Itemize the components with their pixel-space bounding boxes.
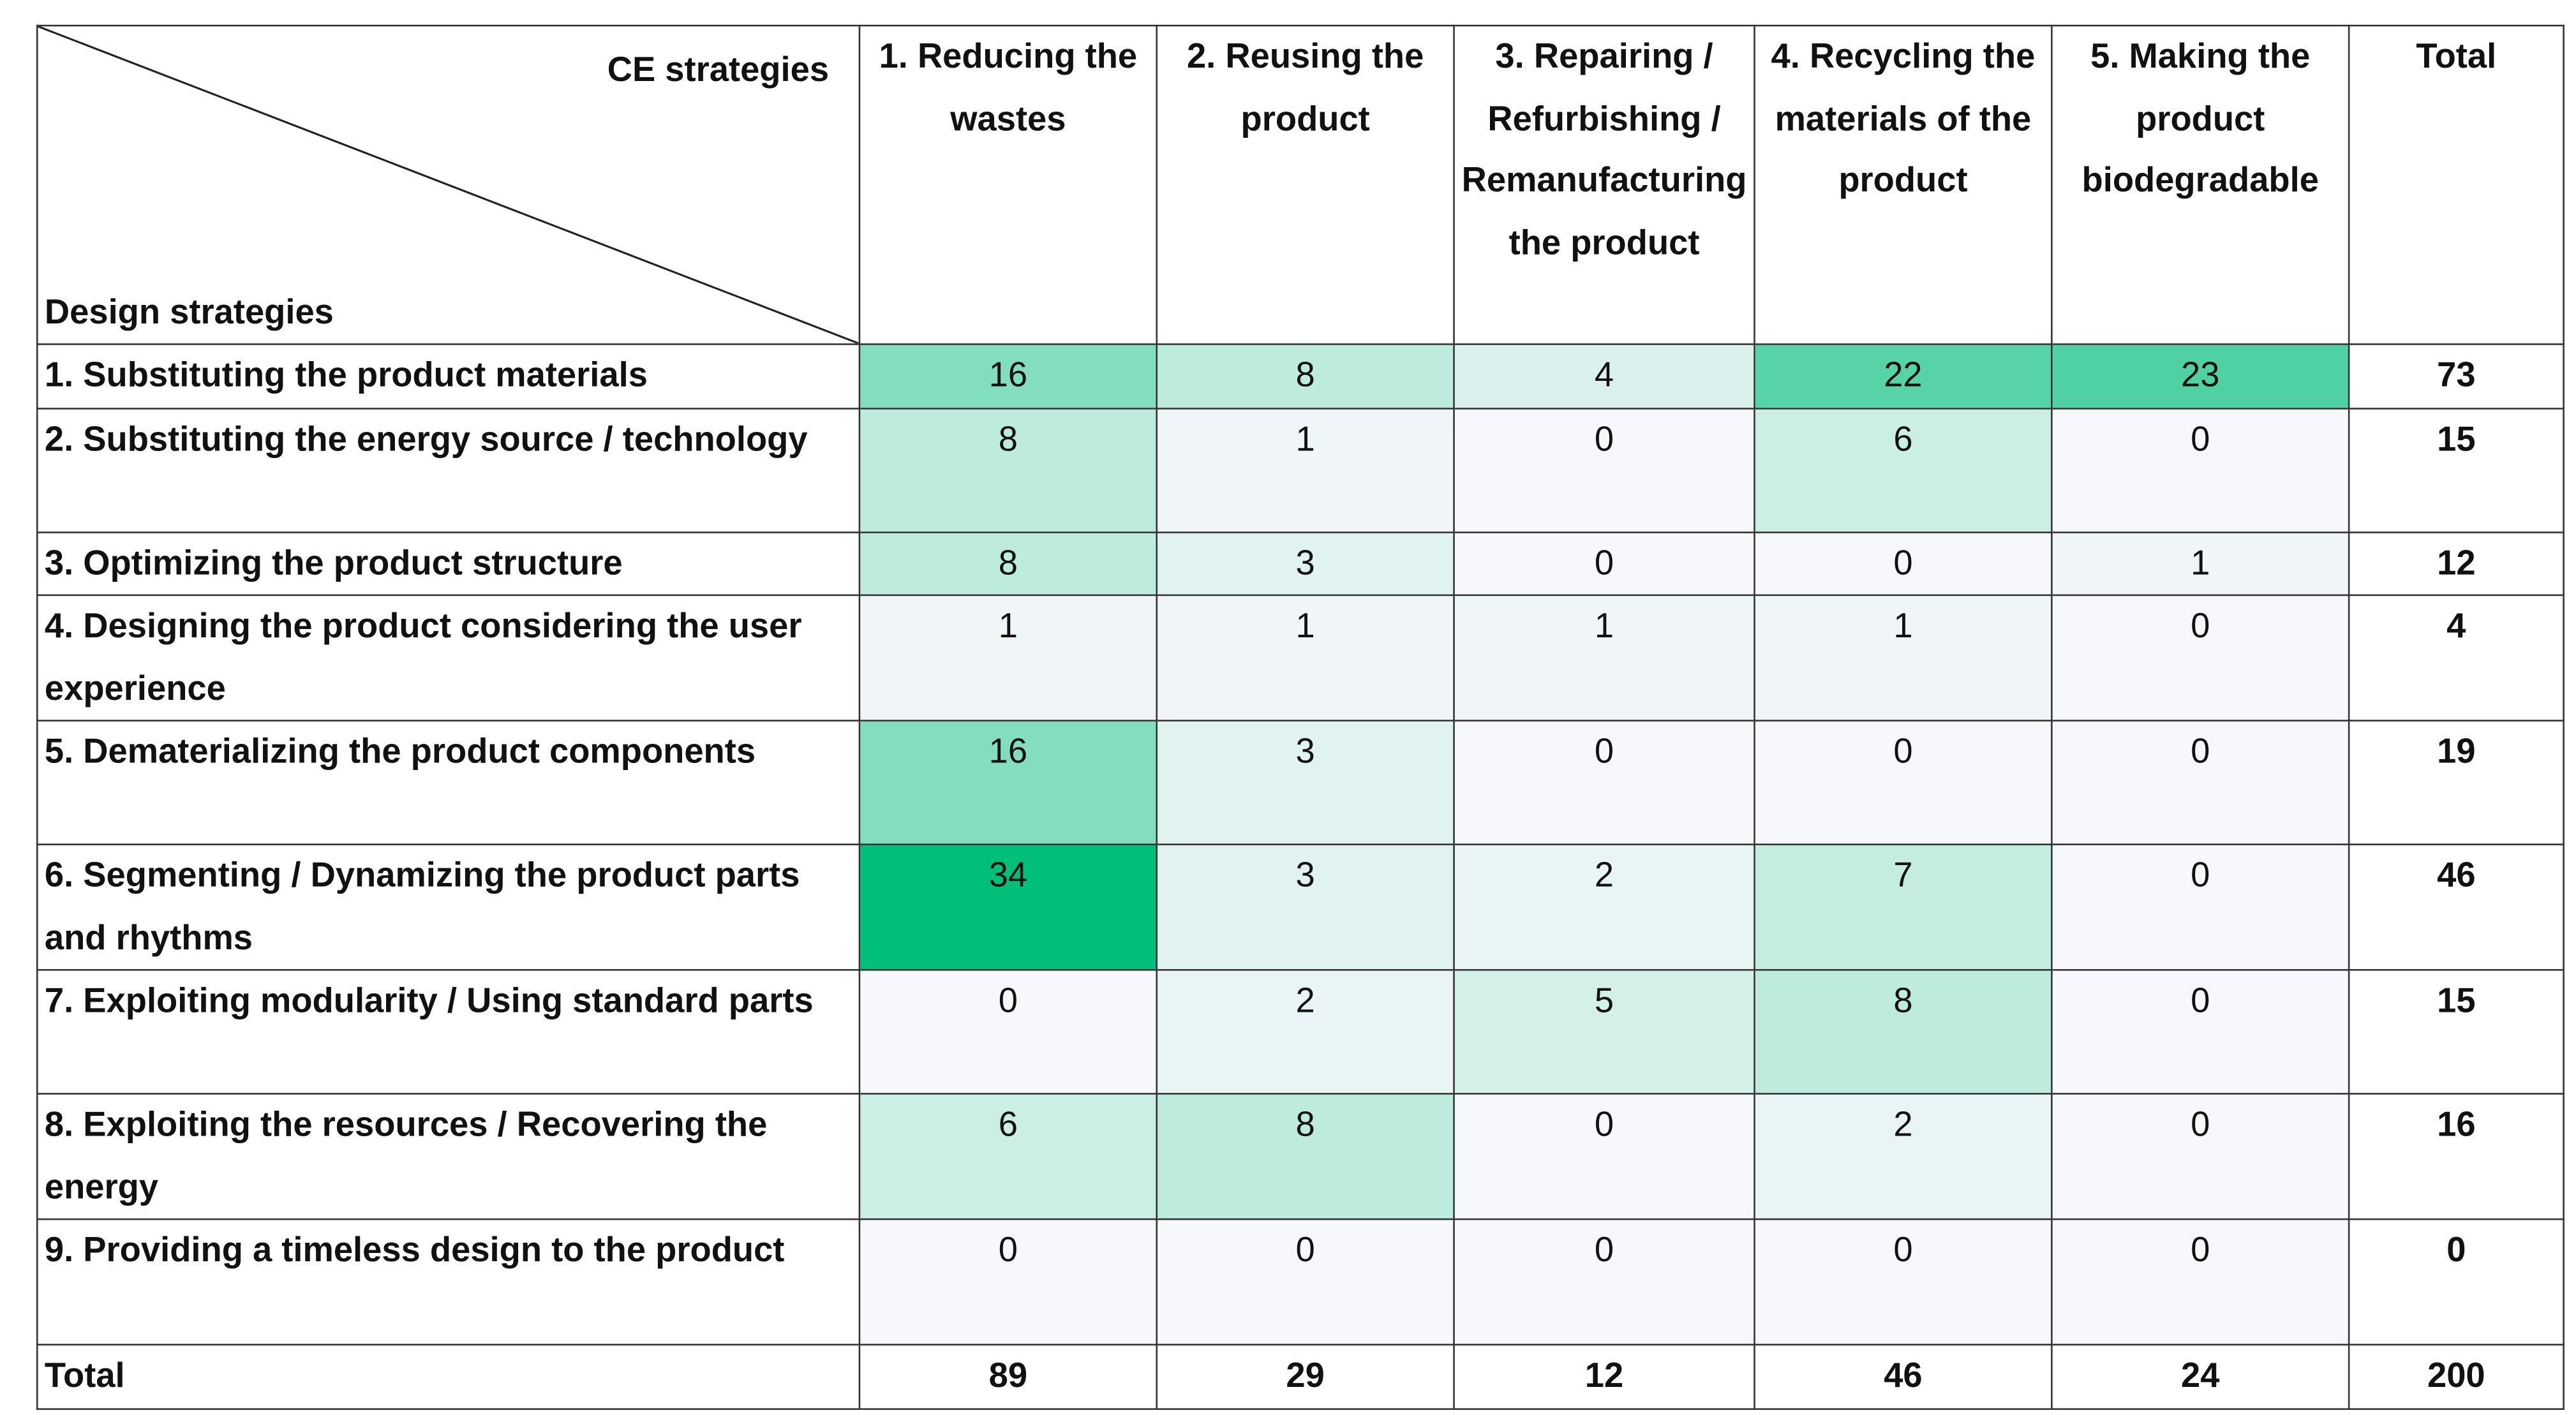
heat-cell: 0 <box>2051 843 2350 971</box>
heat-cell: 6 <box>1753 406 2053 533</box>
table-row: 3. Optimizing the product structure 8 3 0 0 1… <box>36 530 2565 596</box>
grand-total: 200 <box>2348 1344 2565 1409</box>
heat-cell: 1 <box>1453 594 1755 722</box>
heat-cell: 0 <box>1453 720 1755 845</box>
corner-bottom-label: Design strategies <box>44 293 334 331</box>
data-table: CE strategies Design strategies 1. Reducin… <box>36 24 2565 1409</box>
corner-cell: CE strategies Design strategies <box>36 24 861 345</box>
heat-cell: 0 <box>1753 1218 2053 1346</box>
diagonal <box>38 26 859 343</box>
heat-cell: 0 <box>2051 969 2350 1095</box>
heat-cell: 0 <box>1753 720 2053 845</box>
corner-top-label: CE strategies <box>607 51 830 89</box>
table-row: 1. Substituting the product materials 16 8… <box>36 343 2565 409</box>
column-header: 5. Making the product biodegradable <box>2051 24 2350 345</box>
table-row: 2. Substituting the energy source / tech… <box>36 406 2565 533</box>
row-total: 4 <box>2348 594 2565 722</box>
row-total: 73 <box>2348 343 2565 409</box>
heat-cell: 8 <box>1156 1093 1455 1220</box>
row-total: 0 <box>2348 1218 2565 1346</box>
row-label: 8. Exploiting the resources / Recovering… <box>36 1093 861 1220</box>
heat-cell: 2 <box>1753 1093 2053 1220</box>
heat-cell: 3 <box>1156 720 1455 845</box>
column-header: 4. Recycling the materials of the produc… <box>1753 24 2053 345</box>
heat-cell: 0 <box>2051 1093 2350 1220</box>
heat-cell: 2 <box>1156 969 1455 1095</box>
row-label: 5. Dematerializing the product component… <box>36 720 861 845</box>
heat-cell: 0 <box>1453 406 1755 533</box>
row-label: 4. Designing the product considering the… <box>36 594 861 722</box>
heat-cell: 8 <box>858 530 1158 596</box>
heat-cell: 16 <box>858 343 1158 409</box>
row-label: 1. Substituting the product materials <box>36 343 861 409</box>
heat-cell: 0 <box>1156 1218 1455 1346</box>
heat-cell: 0 <box>2051 406 2350 533</box>
column-header: 3. Repairing / Refurbishing / Remanufact… <box>1453 24 1755 345</box>
heat-cell: 8 <box>1753 969 2053 1095</box>
table-row: 9. Providing a timeless design to the pr… <box>36 1218 2565 1346</box>
table-row: 5. Dematerializing the product component… <box>36 720 2565 845</box>
heat-cell: 0 <box>1453 530 1755 596</box>
row-label: 2. Substituting the energy source / tech… <box>36 406 861 533</box>
column-header: 2. Reusing the product <box>1156 24 1455 345</box>
heat-cell: 1 <box>858 594 1158 722</box>
column-total: 89 <box>858 1344 1158 1409</box>
heat-cell: 0 <box>858 969 1158 1095</box>
heat-cell: 2 <box>1453 843 1755 971</box>
heat-cell: 5 <box>1453 969 1755 1095</box>
heat-cell: 1 <box>1156 406 1455 533</box>
column-header: Total <box>2348 24 2565 345</box>
row-total: 15 <box>2348 406 2565 533</box>
heat-cell: 0 <box>1453 1218 1755 1346</box>
heat-cell: 1 <box>1753 594 2053 722</box>
row-total: 46 <box>2348 843 2565 971</box>
row-label: 6. Segmenting / Dynamizing the product p… <box>36 843 861 971</box>
total-label: Total <box>36 1344 861 1409</box>
heat-cell: 0 <box>2051 1218 2350 1346</box>
table-row: 8. Exploiting the resources / Recovering… <box>36 1093 2565 1220</box>
heat-cell: 0 <box>1453 1093 1755 1220</box>
heat-cell: 22 <box>1753 343 2053 409</box>
table-row: CE strategies Design strategies 1. Reducin… <box>36 24 2565 345</box>
heat-cell: 6 <box>858 1093 1158 1220</box>
heat-cell: 23 <box>2051 343 2350 409</box>
heat-cell: 0 <box>858 1218 1158 1346</box>
heat-cell: 0 <box>1753 530 2053 596</box>
row-total: 16 <box>2348 1093 2565 1220</box>
heat-cell: 8 <box>858 406 1158 533</box>
table-row: Total 89 29 12 46 24 200 <box>36 1344 2565 1409</box>
column-header: 1. Reducing the wastes <box>858 24 1158 345</box>
column-total: 24 <box>2051 1344 2350 1409</box>
row-total: 15 <box>2348 969 2565 1095</box>
row-total: 12 <box>2348 530 2565 596</box>
heat-cell: 16 <box>858 720 1158 845</box>
heat-cell: 1 <box>1156 594 1455 722</box>
heat-cell: 3 <box>1156 843 1455 971</box>
column-total: 12 <box>1453 1344 1755 1409</box>
column-total: 46 <box>1753 1344 2053 1409</box>
heat-cell: 8 <box>1156 343 1455 409</box>
row-label: 9. Providing a timeless design to the pr… <box>36 1218 861 1346</box>
column-total: 29 <box>1156 1344 1455 1409</box>
heat-cell: 0 <box>2051 594 2350 722</box>
table-row: 4. Designing the product considering the… <box>36 594 2565 722</box>
heat-cell: 3 <box>1156 530 1455 596</box>
row-total: 19 <box>2348 720 2565 845</box>
heat-cell: 0 <box>2051 720 2350 845</box>
row-label: 7. Exploiting modularity / Using standar… <box>36 969 861 1095</box>
table-row: 6. Segmenting / Dynamizing the product p… <box>36 843 2565 971</box>
heat-cell: 1 <box>2051 530 2350 596</box>
heat-cell: 34 <box>858 843 1158 971</box>
heat-cell: 4 <box>1453 343 1755 409</box>
table-row: 7. Exploiting modularity / Using standar… <box>36 969 2565 1095</box>
heat-cell: 7 <box>1753 843 2053 971</box>
row-label: 3. Optimizing the product structure <box>36 530 861 596</box>
